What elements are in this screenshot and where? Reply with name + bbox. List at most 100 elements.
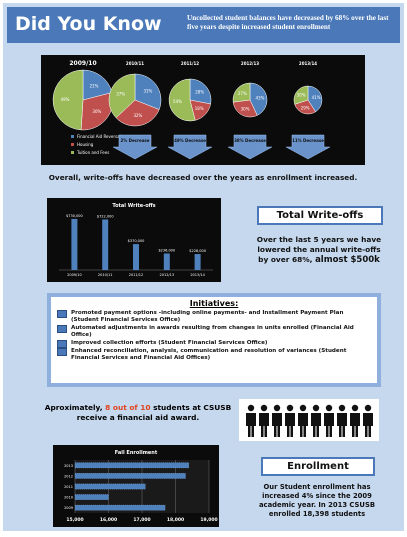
header-subtitle: Uncollected student balances have decrea… bbox=[187, 14, 389, 31]
pie-label: 49% bbox=[61, 97, 70, 102]
pie-panel: 2009/10 21% 30% 49% 2010/11 31% 32% 37% 2011/12 2… bbox=[41, 55, 365, 165]
person-body bbox=[363, 413, 373, 437]
y-tick-label: 2011 bbox=[64, 485, 73, 489]
pie-slice bbox=[249, 82, 268, 116]
chart-title: Fall Enrollment bbox=[115, 450, 158, 456]
value-label: $730,000 bbox=[66, 214, 83, 218]
pie-label: 29% bbox=[301, 105, 310, 110]
legend-swatch bbox=[71, 135, 74, 138]
legend-swatch bbox=[71, 143, 74, 146]
value-label: $370,000 bbox=[128, 239, 145, 243]
bar bbox=[74, 473, 186, 479]
enrollment-heading: Enrollment bbox=[261, 457, 375, 476]
y-tick-label: 2012 bbox=[64, 474, 73, 478]
pie-label: 21% bbox=[90, 83, 99, 88]
pie-title: 2012/13 bbox=[241, 61, 259, 66]
pie-slice bbox=[189, 78, 212, 105]
bar bbox=[74, 462, 189, 469]
decrease-label: 2% Decrease bbox=[120, 138, 149, 143]
person-body bbox=[259, 413, 269, 437]
writeoffs-sentence: Over the last 5 years we have lowered th… bbox=[256, 235, 382, 264]
aid-before: Aproximately, bbox=[44, 403, 103, 412]
bar bbox=[163, 253, 170, 270]
pie-label: 54% bbox=[173, 99, 182, 104]
header-band: Did You Know Uncollected student balance… bbox=[7, 7, 400, 43]
initiatives-list: Promoted payment options -including onli… bbox=[51, 310, 377, 362]
person-body bbox=[350, 413, 360, 437]
person-head bbox=[325, 404, 333, 412]
person-head bbox=[273, 404, 281, 412]
person-head bbox=[338, 404, 346, 412]
infographic: Did You Know Uncollected student balance… bbox=[3, 3, 404, 531]
pie-title: 2011/12 bbox=[181, 61, 199, 66]
pie-slice bbox=[52, 69, 84, 131]
person-body bbox=[324, 413, 334, 437]
pie-label: 30% bbox=[241, 106, 250, 111]
chart-title: Total Write-offs bbox=[112, 203, 155, 209]
bar bbox=[102, 219, 109, 270]
x-tick-label: 2010/11 bbox=[98, 273, 113, 277]
aid-text: Aproximately, 8 out of 10 students at CS… bbox=[43, 403, 233, 423]
pie-slice bbox=[294, 99, 316, 115]
pie-title: 2010/11 bbox=[126, 61, 144, 66]
aid-after: students at CSUSB receive a financial ai… bbox=[76, 403, 232, 422]
y-tick-label: 2009 bbox=[64, 506, 73, 510]
decrease-arrow bbox=[167, 134, 213, 160]
bar bbox=[74, 504, 166, 511]
pie-label: 27% bbox=[238, 91, 247, 96]
pie-label: 43% bbox=[256, 95, 265, 100]
legend-label: Tuition and Fees bbox=[76, 150, 109, 155]
person-body bbox=[337, 413, 347, 437]
people-icons bbox=[239, 399, 379, 441]
y-tick-label: 2013 bbox=[64, 464, 73, 468]
legend-label: Housing bbox=[77, 142, 94, 147]
writeoffs-chart: Total Write-offs $730,000 2009/10 $722,000 2… bbox=[47, 198, 221, 282]
x-tick-label: 16,000 bbox=[100, 517, 117, 523]
x-tick-label: 17,000 bbox=[133, 517, 150, 523]
value-label: $228,000 bbox=[189, 249, 206, 253]
page-body: { "header": {"title": "Did You Know", "s… bbox=[0, 3, 407, 537]
person-head bbox=[260, 404, 268, 412]
pie-label: 30% bbox=[92, 109, 101, 114]
legend-swatch bbox=[71, 151, 74, 154]
x-tick-label: 18,000 bbox=[167, 517, 184, 523]
bar bbox=[74, 494, 109, 500]
decrease-arrow bbox=[227, 134, 273, 160]
writeoffs-text: Over the last 5 years we have lowered th… bbox=[253, 235, 385, 265]
pie-slice bbox=[115, 99, 160, 127]
pie-label: 31% bbox=[143, 89, 152, 94]
pie-slice bbox=[134, 73, 162, 110]
decrease-arrow bbox=[112, 134, 158, 160]
pie-slice bbox=[293, 85, 309, 105]
person-head bbox=[312, 404, 320, 412]
person-head bbox=[364, 404, 372, 412]
person-head bbox=[299, 404, 307, 412]
decrease-label: 11% Decrease bbox=[292, 138, 324, 143]
initiative-item: Enhanced reconciliation, analysis, commu… bbox=[57, 348, 371, 362]
enrollment-text: Our Student enrollment has increased 4% … bbox=[258, 483, 376, 518]
pie-label: 37% bbox=[116, 91, 125, 96]
x-tick-label: 15,000 bbox=[66, 517, 83, 523]
value-label: $722,000 bbox=[97, 214, 114, 218]
enrollment-chart: Fall Enrollment 15,000 16,000 17,000 18,000 1… bbox=[53, 445, 219, 527]
initiative-item: Automated adjustments in awards resultin… bbox=[57, 325, 371, 339]
person-head bbox=[286, 404, 294, 412]
bar bbox=[194, 254, 201, 270]
bar bbox=[133, 244, 139, 270]
pie-slice bbox=[232, 99, 258, 118]
pie-label: 18% bbox=[195, 106, 204, 111]
x-tick-label: 2013/14 bbox=[190, 273, 205, 277]
person-body bbox=[272, 413, 282, 437]
initiative-item: Improved collection efforts (Student Fin… bbox=[57, 340, 371, 348]
caption: Overall, write-offs have decreased over … bbox=[48, 173, 358, 182]
decrease-arrow bbox=[285, 134, 331, 160]
initiatives-heading: Initiatives: bbox=[189, 299, 239, 308]
bar bbox=[74, 483, 146, 490]
pie-title: 2013/14 bbox=[299, 61, 317, 66]
x-tick-label: 2009/10 bbox=[67, 273, 82, 277]
writeoffs-heading: Total Write-offs bbox=[257, 206, 383, 225]
pie-label: 41% bbox=[312, 95, 321, 100]
value-label: $236,000 bbox=[158, 248, 175, 252]
writeoffs-highlight: almost $500k bbox=[315, 255, 380, 265]
x-tick-label: 19,000 bbox=[200, 517, 217, 523]
